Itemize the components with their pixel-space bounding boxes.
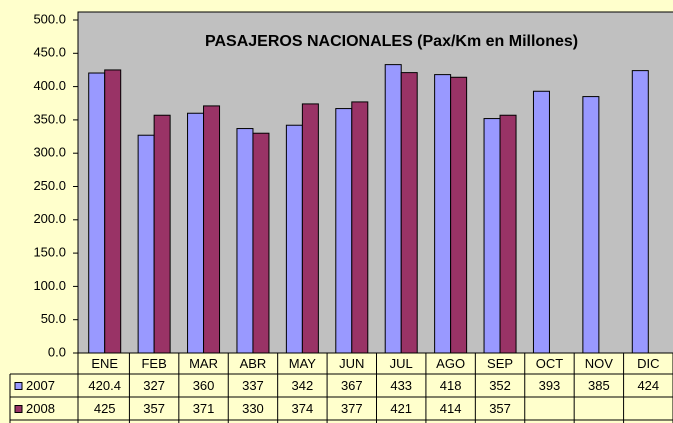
x-tick-label: ABR	[240, 356, 267, 371]
x-tick-label: MAR	[189, 356, 218, 371]
bar	[203, 105, 221, 354]
bar	[384, 64, 402, 354]
table-value: 371	[193, 401, 215, 416]
y-tick-label: 50.0	[41, 311, 66, 326]
y-tick-label: 200.0	[33, 211, 66, 226]
bar	[532, 90, 550, 354]
table-value: 330	[242, 401, 264, 416]
bar	[631, 70, 649, 354]
chart-title: PASAJEROS NACIONALES (Pax/Km en Millones…	[205, 33, 578, 50]
table-value: 337	[242, 378, 264, 393]
legend-label: 2008	[26, 401, 55, 416]
y-tick-label: 0.0	[48, 344, 66, 359]
bar	[153, 114, 171, 354]
x-tick-label: OCT	[536, 356, 564, 371]
legend-swatch	[14, 405, 23, 413]
bar	[483, 118, 501, 354]
bar	[104, 69, 122, 354]
table-value: 377	[341, 401, 363, 416]
y-tick-label: 400.0	[33, 78, 66, 93]
bar	[400, 72, 418, 354]
table-value: 393	[539, 378, 561, 393]
table-value: 357	[143, 401, 165, 416]
bar	[499, 114, 517, 354]
bar	[335, 108, 353, 354]
y-tick-label: 250.0	[33, 178, 66, 193]
table-value: 414	[440, 401, 462, 416]
y-tick-label: 100.0	[33, 278, 66, 293]
table-value: 360	[193, 378, 215, 393]
y-tick-label: 150.0	[33, 245, 66, 260]
legend-label: 2007	[26, 378, 55, 393]
x-tick-label: FEB	[141, 356, 166, 371]
legend-swatch	[14, 382, 23, 390]
y-tick-label: 350.0	[33, 111, 66, 126]
x-tick-label: ENE	[91, 356, 118, 371]
table-value: 418	[440, 378, 462, 393]
y-tick-label: 450.0	[33, 45, 66, 60]
table-value: 433	[390, 378, 412, 393]
table-value: 385	[588, 378, 610, 393]
table-value: 420.4	[88, 378, 121, 393]
bar	[252, 132, 270, 354]
plot-area	[77, 11, 673, 354]
table-value: 342	[292, 378, 314, 393]
bar	[301, 103, 319, 354]
table-value: 352	[489, 378, 511, 393]
table-value: 357	[489, 401, 511, 416]
x-tick-label: NOV	[585, 356, 614, 371]
table-value: 367	[341, 378, 363, 393]
x-tick-label: DIC	[637, 356, 659, 371]
bar	[137, 134, 155, 354]
bar	[236, 128, 254, 354]
bar	[351, 101, 369, 354]
bar	[187, 112, 205, 354]
x-tick-label: SEP	[487, 356, 513, 371]
bar	[434, 74, 452, 354]
bar	[450, 76, 468, 354]
table-value: 374	[292, 401, 314, 416]
y-tick-label: 500.0	[33, 11, 66, 26]
bar	[88, 72, 106, 354]
x-tick-label: JUN	[339, 356, 364, 371]
table-value: 421	[390, 401, 412, 416]
x-tick-label: MAY	[289, 356, 317, 371]
x-tick-label: AGO	[436, 356, 465, 371]
table-value: 425	[94, 401, 116, 416]
x-tick-label: JUL	[390, 356, 413, 371]
bar	[285, 124, 303, 354]
bar	[582, 96, 600, 354]
table-value: 424	[637, 378, 659, 393]
y-tick-label: 300.0	[33, 145, 66, 160]
table-value: 327	[143, 378, 165, 393]
